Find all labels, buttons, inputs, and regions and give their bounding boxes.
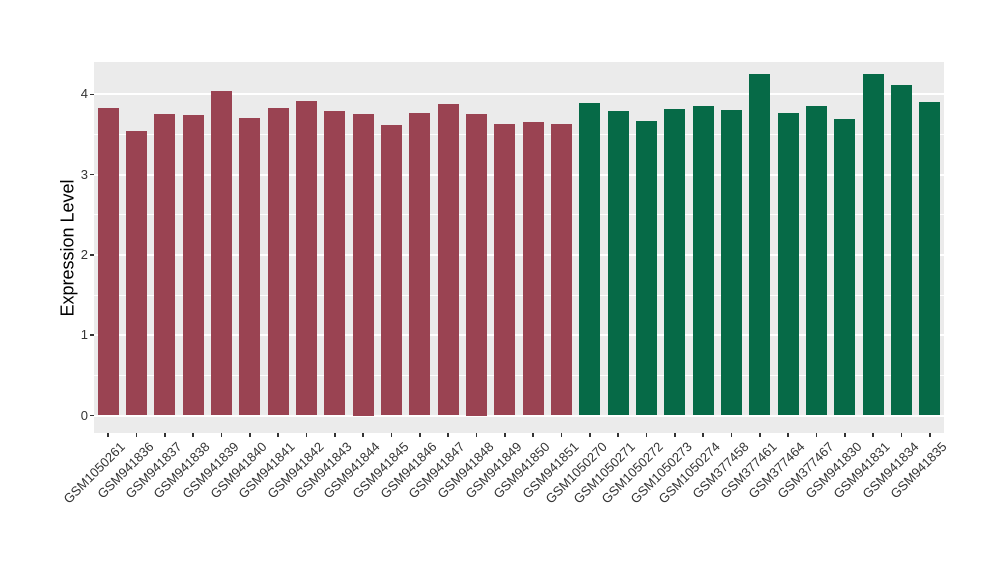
bar <box>437 103 459 416</box>
bar <box>862 74 884 416</box>
bar <box>239 118 261 416</box>
x-tick-mark <box>192 433 194 437</box>
x-tick-mark <box>844 433 846 437</box>
y-tick-mark <box>90 173 94 176</box>
x-tick-mark <box>560 433 563 437</box>
x-tick-mark <box>220 433 223 437</box>
bar <box>352 114 374 416</box>
x-tick-mark <box>730 433 733 437</box>
x-tick-mark <box>277 433 279 437</box>
x-tick-mark <box>249 433 251 437</box>
bar <box>806 106 827 416</box>
x-tick-mark <box>504 433 506 437</box>
x-tick-mark <box>645 433 648 437</box>
bar <box>636 120 657 416</box>
bar <box>607 111 629 416</box>
y-tick-label: 0 <box>80 407 88 423</box>
plot-panel <box>94 62 944 433</box>
y-tick-mark <box>90 254 94 256</box>
major-gridline <box>94 334 944 337</box>
bar <box>267 107 289 416</box>
x-tick-mark <box>334 433 336 437</box>
bar <box>296 100 317 416</box>
major-gridline <box>94 173 944 176</box>
x-tick-mark <box>532 433 534 437</box>
major-gridline <box>94 253 944 256</box>
y-tick-label: 4 <box>80 86 88 102</box>
x-tick-mark <box>674 433 676 437</box>
x-tick-mark <box>589 433 591 437</box>
y-tick-label: 3 <box>80 166 88 182</box>
x-tick-mark <box>305 433 308 437</box>
x-tick-mark <box>617 433 619 437</box>
bar <box>777 112 799 416</box>
major-gridline <box>94 414 944 417</box>
bar <box>721 110 742 416</box>
x-tick-mark <box>107 433 109 437</box>
bar <box>749 74 771 416</box>
major-gridline <box>94 93 944 96</box>
x-tick-mark <box>929 433 931 437</box>
bar <box>154 113 176 416</box>
x-tick-mark <box>362 433 364 437</box>
x-tick-mark <box>164 433 166 437</box>
y-tick-mark <box>90 334 94 336</box>
x-tick-mark <box>900 433 903 437</box>
x-tick-mark <box>702 433 704 437</box>
x-tick-mark <box>135 433 138 437</box>
bar <box>522 121 544 416</box>
bar <box>919 101 941 416</box>
minor-gridline <box>94 214 944 216</box>
y-tick-label: 2 <box>80 246 88 262</box>
bar <box>494 124 516 416</box>
bar <box>664 108 686 416</box>
minor-gridline <box>94 374 944 376</box>
y-tick-mark <box>90 414 94 417</box>
bar <box>692 105 714 416</box>
x-tick-mark <box>475 433 478 437</box>
bar <box>834 119 856 416</box>
bar <box>211 91 232 416</box>
bar <box>891 84 912 416</box>
x-tick-mark <box>815 433 818 437</box>
bar <box>324 111 346 416</box>
bar <box>126 131 147 416</box>
x-tick-mark <box>759 433 761 437</box>
bar <box>409 112 431 416</box>
x-tick-mark <box>419 433 421 437</box>
minor-gridline <box>94 133 944 135</box>
bar <box>551 124 572 416</box>
y-tick-label: 1 <box>80 327 88 343</box>
bar <box>182 115 204 416</box>
x-tick-mark <box>390 433 393 437</box>
x-tick-mark <box>447 433 449 437</box>
y-tick-mark <box>90 93 94 96</box>
x-tick-mark <box>787 433 789 437</box>
minor-gridline <box>94 294 944 296</box>
bar <box>381 124 402 416</box>
bar <box>579 103 601 416</box>
bar <box>97 107 119 416</box>
x-tick-mark <box>872 433 874 437</box>
bar <box>466 114 487 416</box>
